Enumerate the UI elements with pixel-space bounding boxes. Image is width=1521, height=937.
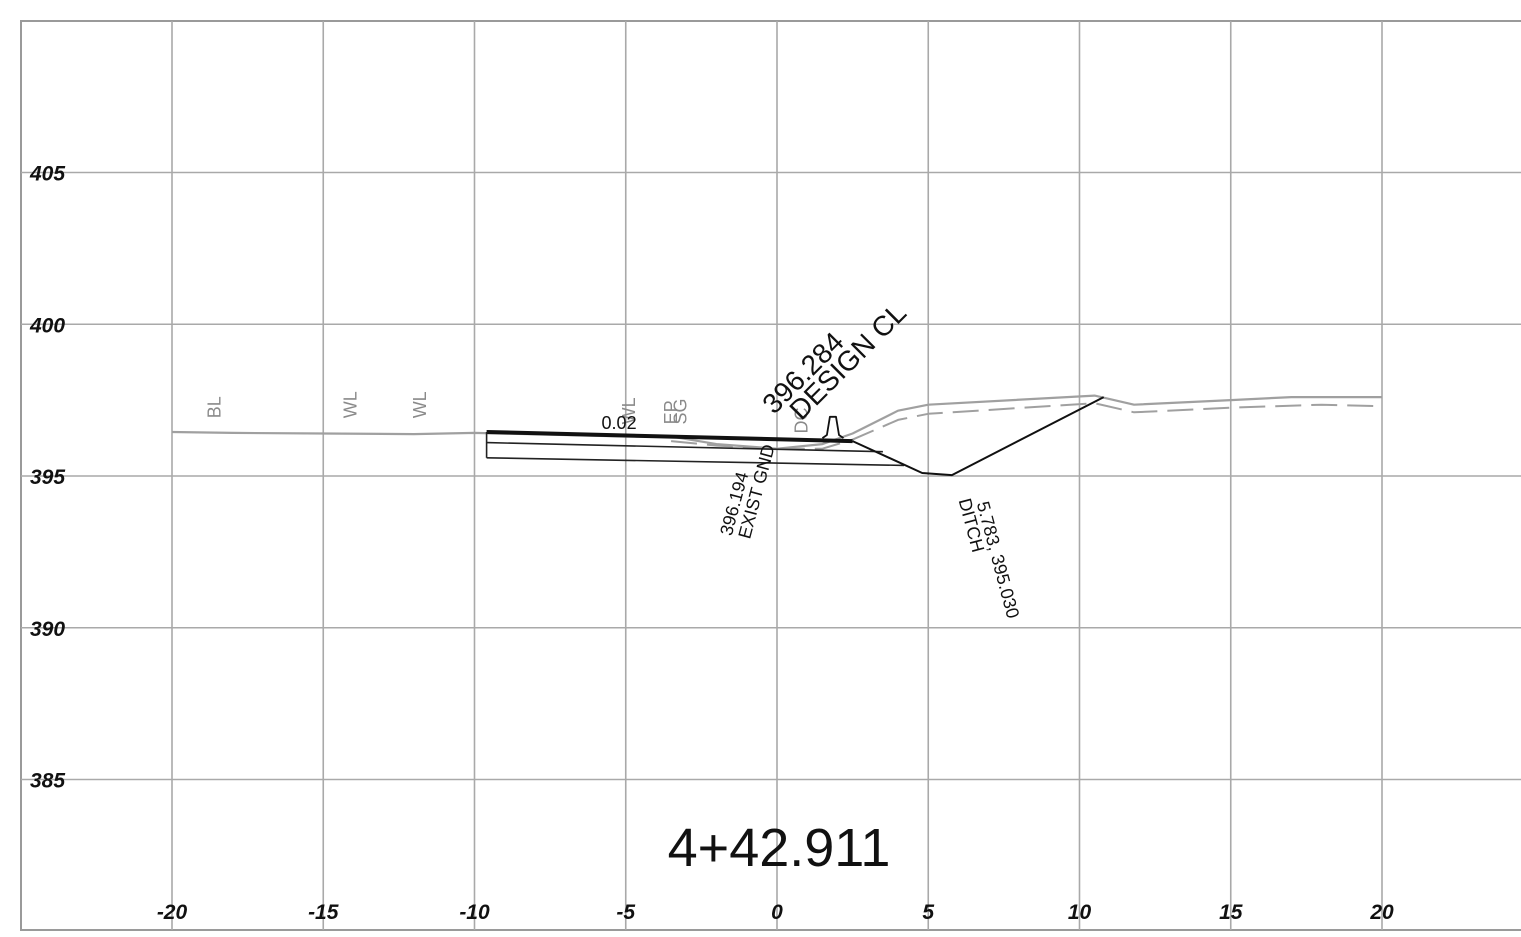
series-line-foreslope (852, 396, 1105, 477)
station-title: 4+42.911 (668, 818, 891, 878)
y-tick-label: 400 (29, 314, 65, 337)
y-tick-label: 385 (30, 770, 65, 793)
grid (21, 21, 1521, 930)
annotation-label: DC (791, 408, 811, 434)
x-tick-label: -5 (616, 901, 635, 924)
x-tick-label: 10 (1068, 901, 1092, 924)
series-line-pavement-layer (486, 457, 905, 467)
x-tick-label: 0 (771, 901, 783, 924)
y-tick-label: 395 (30, 466, 65, 489)
y-tick-label: 405 (29, 163, 65, 186)
y-tick-label: 390 (30, 618, 65, 641)
series-line-pavement-layer (486, 441, 883, 453)
x-tick-label: -10 (459, 901, 490, 924)
series-line-dashed-gray (671, 402, 1383, 450)
x-tick-label: 20 (1369, 901, 1394, 924)
annotation-label: SG (670, 398, 690, 424)
series-line-road-surface (486, 430, 853, 444)
annotation-label: WL (341, 391, 361, 418)
axis-tick-labels: -20 -15 -10 -5 0 5 10 15 20 405 400 395 390 385 (29, 163, 1394, 925)
annotation-label: WL (410, 391, 430, 418)
x-tick-label: -20 (157, 901, 188, 924)
x-tick-label: 15 (1219, 901, 1243, 924)
annotation-label: WL (619, 397, 639, 424)
series-line-curb (821, 415, 845, 439)
annotation-label: BL (204, 396, 224, 418)
x-tick-label: 5 (922, 901, 934, 924)
series-line-solid-gray (171, 394, 1382, 450)
x-tick-label: -15 (308, 901, 339, 924)
annotation-label: EP (661, 400, 681, 424)
annotation-label: 0.02 (602, 413, 637, 433)
section-lines (171, 394, 1383, 477)
